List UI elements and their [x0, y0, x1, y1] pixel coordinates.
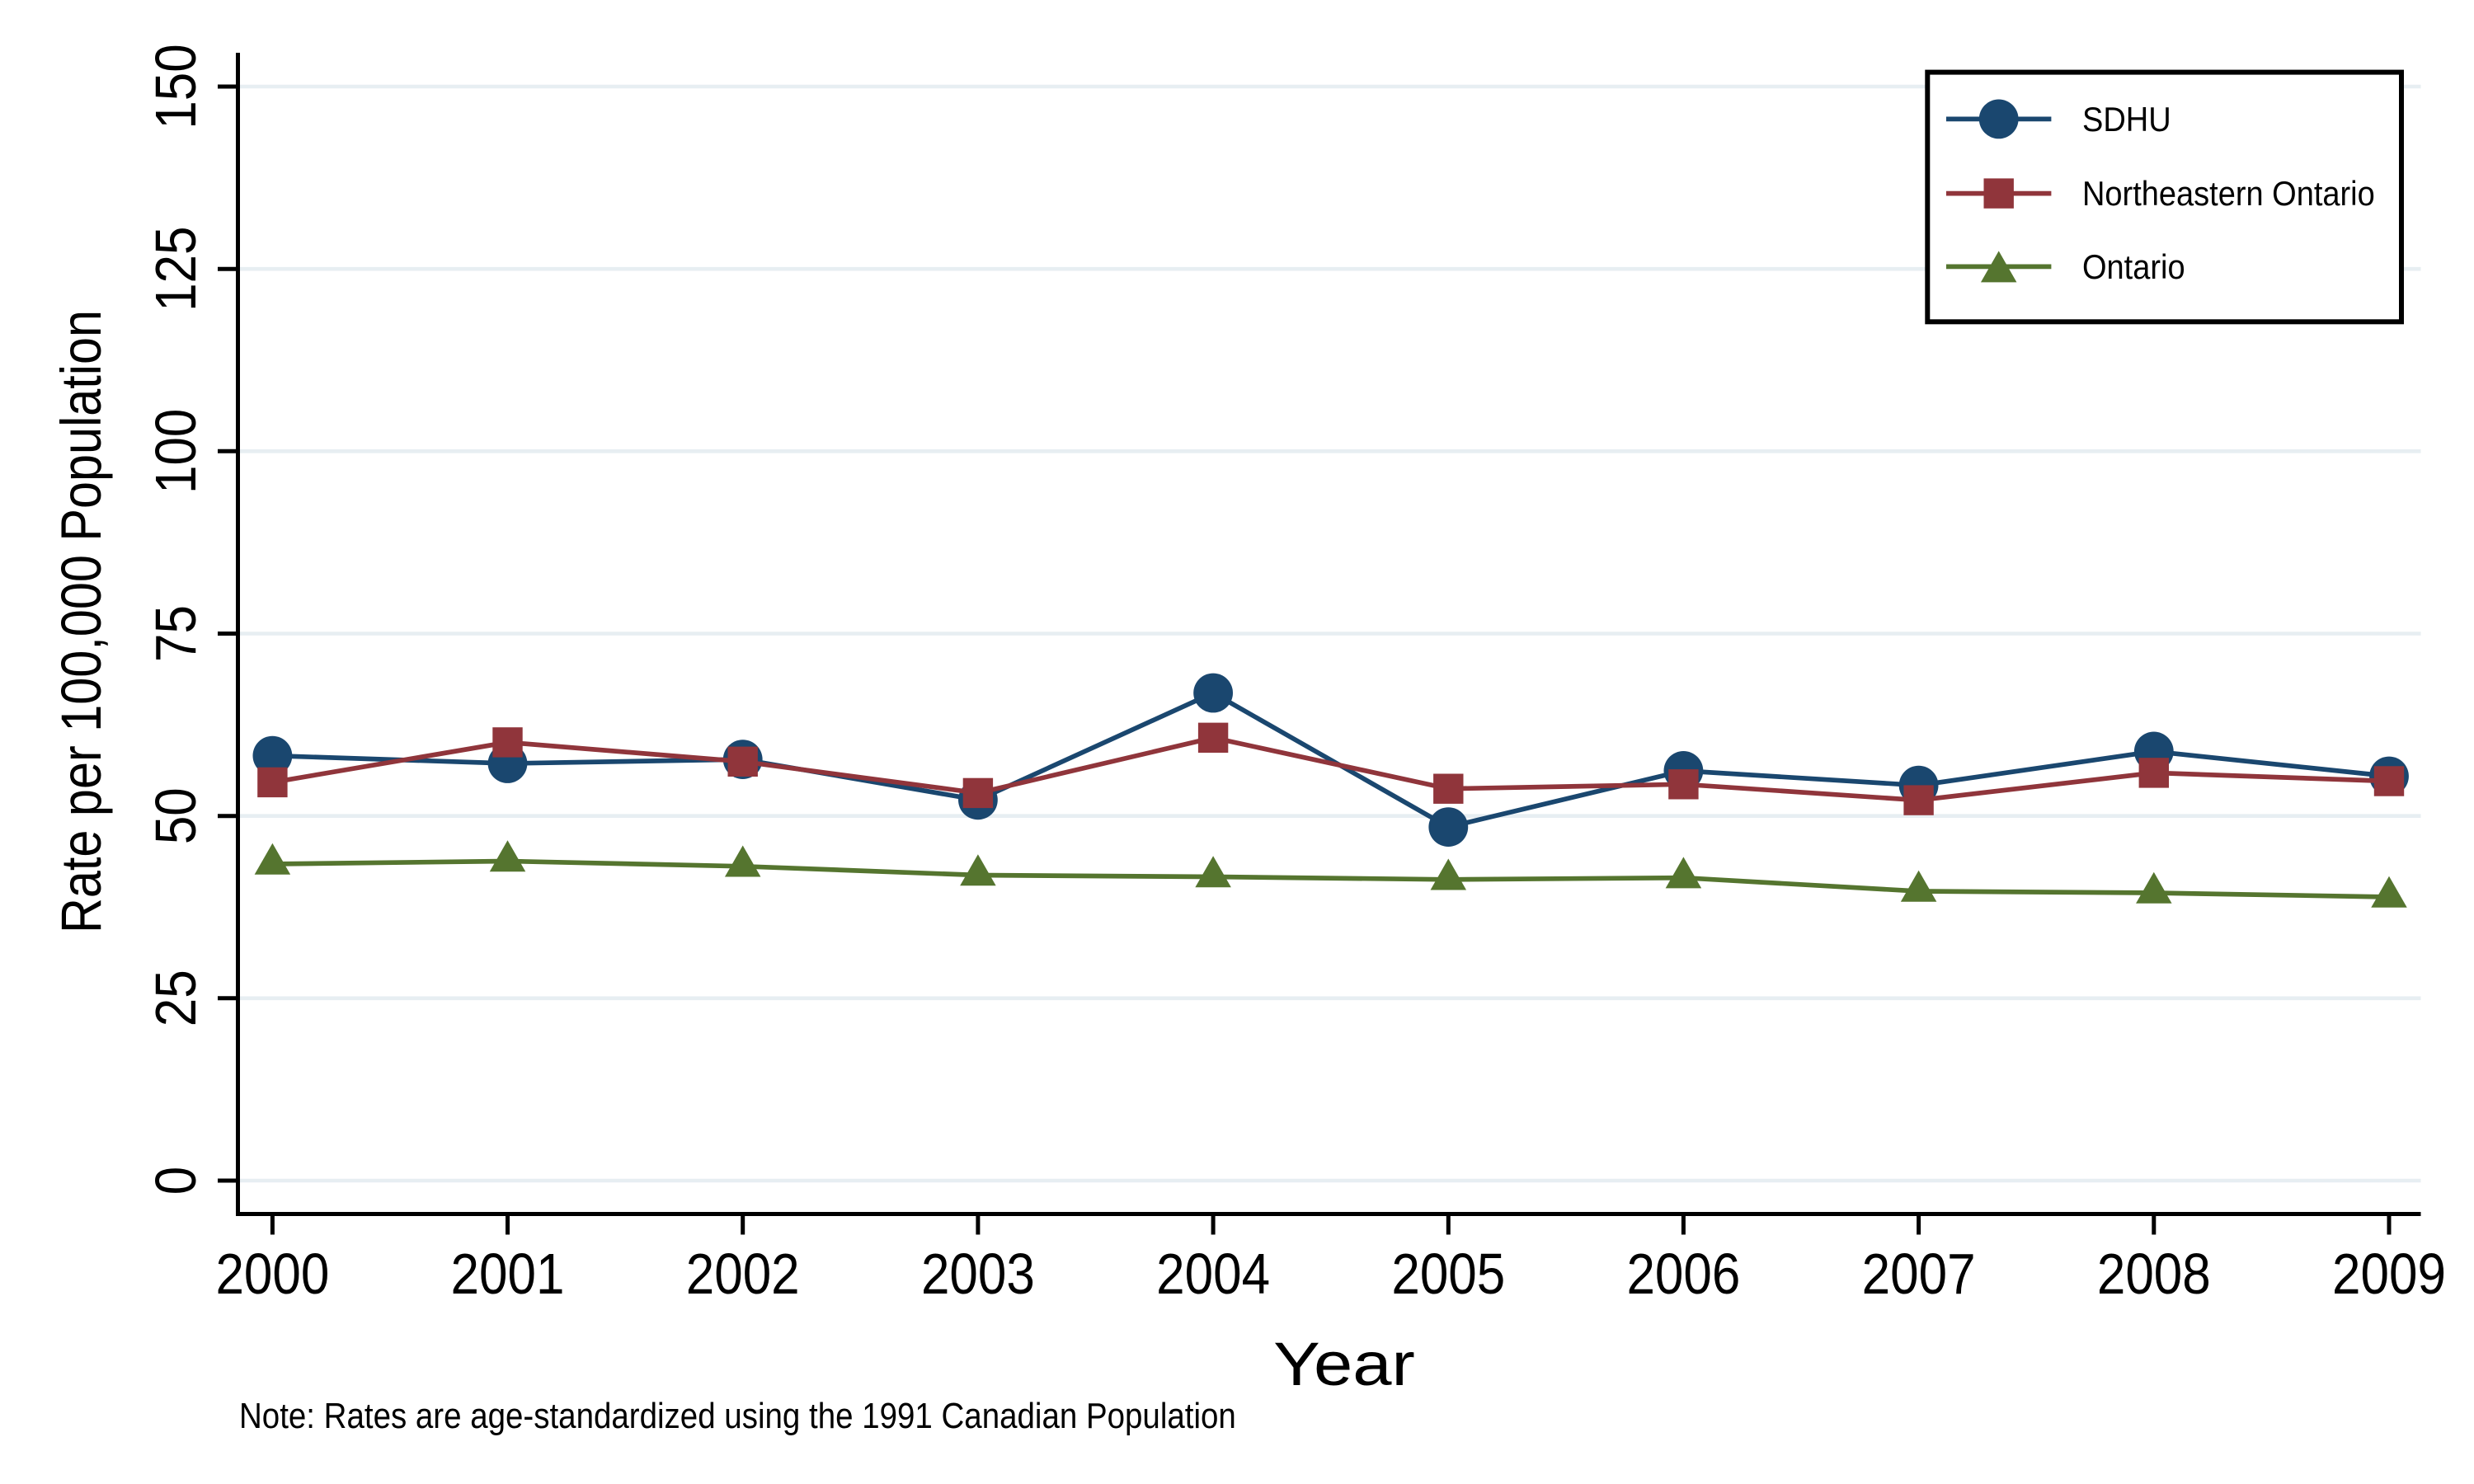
svg-text:75: 75	[143, 605, 208, 662]
svg-text:2009: 2009	[2332, 1242, 2446, 1306]
svg-text:25: 25	[143, 970, 208, 1026]
svg-text:150: 150	[143, 44, 208, 129]
svg-text:125: 125	[143, 226, 208, 311]
svg-text:Note: Rates are age-standardiz: Note: Rates are age-standardized using t…	[239, 1396, 1236, 1436]
svg-text:Rate per 100,000 Population: Rate per 100,000 Population	[49, 310, 113, 933]
svg-text:Ontario: Ontario	[2082, 248, 2185, 286]
svg-text:2006: 2006	[1626, 1242, 1740, 1306]
svg-text:2005: 2005	[1391, 1242, 1505, 1306]
svg-text:2007: 2007	[1862, 1242, 1976, 1306]
svg-text:2004: 2004	[1156, 1242, 1270, 1306]
svg-text:2002: 2002	[686, 1242, 800, 1306]
svg-text:Year: Year	[1273, 1330, 1415, 1398]
svg-text:2001: 2001	[451, 1242, 565, 1306]
svg-text:2008: 2008	[2097, 1242, 2211, 1306]
svg-text:SDHU: SDHU	[2082, 101, 2171, 139]
svg-text:2003: 2003	[921, 1242, 1035, 1306]
svg-text:0: 0	[143, 1167, 208, 1195]
svg-text:Northeastern Ontario: Northeastern Ontario	[2082, 176, 2375, 214]
svg-text:50: 50	[143, 787, 208, 844]
svg-text:100: 100	[143, 409, 208, 494]
svg-text:2000: 2000	[215, 1242, 329, 1306]
